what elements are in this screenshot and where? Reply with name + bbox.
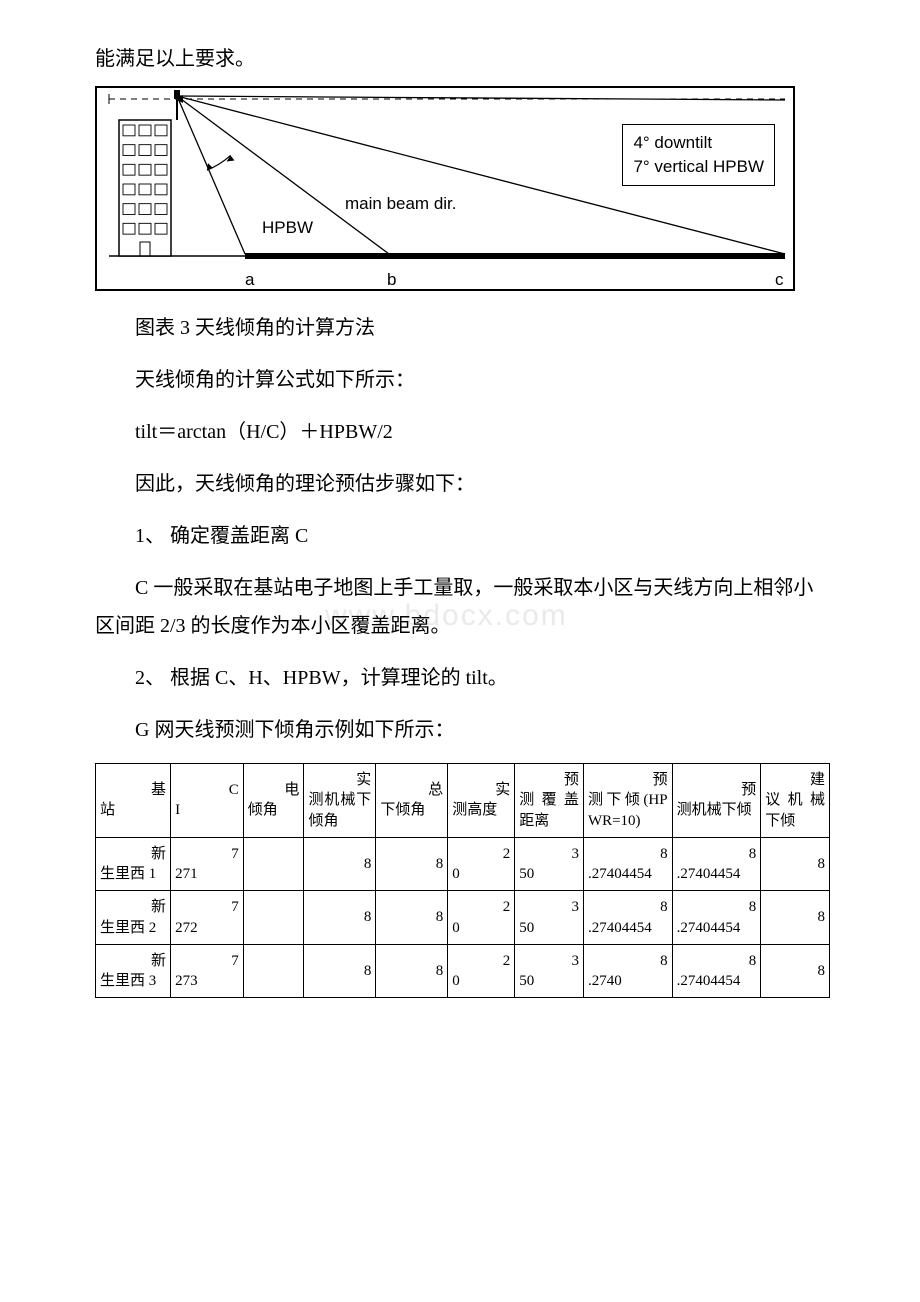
table-header-cell: 基站: [96, 764, 171, 838]
legend-line-2: 7° vertical HPBW: [633, 155, 764, 179]
table-cell: 20: [448, 891, 515, 945]
table-cell: 8: [304, 944, 376, 998]
table-header-cell: 预测下倾(HPWR=10): [583, 764, 672, 838]
table-cell: 8: [376, 891, 448, 945]
formula: tilt＝arctan（H/C）＋HPBW/2: [95, 413, 830, 451]
table-cell: [243, 891, 304, 945]
table-cell: 20: [448, 837, 515, 891]
table-cell: 8: [761, 944, 830, 998]
table-cell: 8.27404454: [672, 891, 761, 945]
table-cell: 8.27404454: [672, 944, 761, 998]
table-cell: 8: [376, 944, 448, 998]
table-cell: 7271: [171, 837, 244, 891]
label-a: a: [245, 264, 254, 296]
table-header-cell: 总下倾角: [376, 764, 448, 838]
step-1: 1、 确定覆盖距离 C: [95, 517, 830, 555]
table-row: 新生里西 2727288203508.274044548.274044548: [96, 891, 830, 945]
tilt-diagram: 4° downtilt 7° vertical HPBW HPBW main b…: [95, 86, 795, 291]
table-header-cell: 预测覆盖距离: [515, 764, 584, 838]
table-header-cell: 预测机械下倾: [672, 764, 761, 838]
table-cell: 8.27404454: [672, 837, 761, 891]
table-cell: 新生里西 2: [96, 891, 171, 945]
table-cell: 7272: [171, 891, 244, 945]
label-main-beam: main beam dir.: [345, 188, 457, 220]
table-cell: 8: [304, 837, 376, 891]
table-cell: 新生里西 3: [96, 944, 171, 998]
para-steps-intro: 因此，天线倾角的理论预估步骤如下：: [95, 465, 830, 503]
table-row: 新生里西 1727188203508.274044548.274044548: [96, 837, 830, 891]
table-cell: 7273: [171, 944, 244, 998]
table-cell: [243, 944, 304, 998]
table-cell: 8.2740: [583, 944, 672, 998]
figure-caption: 图表 3 天线倾角的计算方法: [95, 309, 830, 347]
table-row: 新生里西 3727388203508.27408.274044548: [96, 944, 830, 998]
tilt-table: 基站CI电倾角实测机械下倾角总下倾角实测高度预测覆盖距离预测下倾(HPWR=10…: [95, 763, 830, 998]
step-1-body: C 一般采取在基站电子地图上手工量取，一般采取本小区与天线方向上相邻小区间距 2…: [95, 569, 830, 645]
diagram-legend: 4° downtilt 7° vertical HPBW: [622, 124, 775, 186]
para-table-intro: G 网天线预测下倾角示例如下所示：: [95, 711, 830, 749]
legend-line-1: 4° downtilt: [633, 131, 764, 155]
label-b: b: [387, 264, 396, 296]
table-cell: 8: [376, 837, 448, 891]
label-hpbw: HPBW: [262, 212, 313, 244]
table-cell: 350: [515, 891, 584, 945]
para-formula-intro: 天线倾角的计算公式如下所示：: [95, 361, 830, 399]
table-header-cell: 实测高度: [448, 764, 515, 838]
table-cell: 8.27404454: [583, 837, 672, 891]
table-header-cell: 实测机械下倾角: [304, 764, 376, 838]
intro-text: 能满足以上要求。: [95, 40, 830, 78]
table-header-row: 基站CI电倾角实测机械下倾角总下倾角实测高度预测覆盖距离预测下倾(HPWR=10…: [96, 764, 830, 838]
table-cell: 20: [448, 944, 515, 998]
table-cell: 8.27404454: [583, 891, 672, 945]
table-cell: 8: [761, 837, 830, 891]
table-cell: 8: [304, 891, 376, 945]
table-header-cell: CI: [171, 764, 244, 838]
table-cell: 8: [761, 891, 830, 945]
table-header-cell: 建议机械下倾: [761, 764, 830, 838]
table-header-cell: 电倾角: [243, 764, 304, 838]
step-2: 2、 根据 C、H、HPBW，计算理论的 tilt。: [95, 659, 830, 697]
table-cell: 350: [515, 944, 584, 998]
label-c: c: [775, 264, 784, 296]
table-cell: 350: [515, 837, 584, 891]
table-cell: 新生里西 1: [96, 837, 171, 891]
table-cell: [243, 837, 304, 891]
